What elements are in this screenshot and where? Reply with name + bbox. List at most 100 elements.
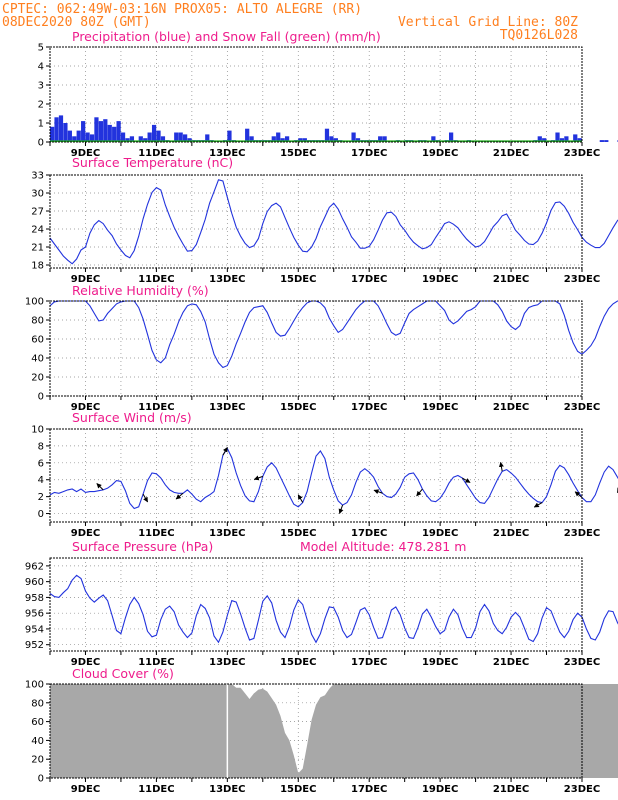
precipitation-bar: [355, 138, 361, 142]
temperature-title: Surface Temperature (nC): [72, 155, 233, 170]
precipitation-bar: [573, 134, 578, 142]
humidity-panel: Relative Humidity (%) 0 20 40 60 80 100 9DEC 1…: [25, 283, 618, 413]
x-tick-label: 11DEC: [138, 402, 174, 413]
precipitation-bar: [129, 136, 135, 142]
wind-arrow: [373, 489, 383, 495]
x-tick-label: 11DEC: [138, 148, 174, 159]
wind-arrow: [338, 504, 344, 514]
header-grid-line: Vertical Grid Line: 80Z: [398, 15, 578, 30]
x-tick-label: 23DEC: [564, 784, 600, 795]
y-tick-label: 40: [31, 354, 44, 365]
precipitation-bar: [116, 121, 121, 142]
precipitation-y-ticks: 0 1 2 3 4 5: [38, 43, 50, 149]
x-tick-label: 17DEC: [351, 402, 387, 413]
y-tick-label: 40: [31, 736, 44, 747]
precipitation-bar: [564, 136, 569, 142]
temperature-y-ticks: 18 21 24 27 30 33: [31, 171, 50, 272]
y-tick-label: 20: [31, 373, 44, 384]
precipitation-bar: [382, 136, 387, 142]
humidity-title: Relative Humidity (%): [72, 283, 209, 298]
precipitation-bar: [351, 132, 356, 142]
wind-arrow: [574, 491, 583, 498]
precipitation-bar: [431, 136, 436, 142]
model-altitude-label: Model Altitude: 478.281 m: [300, 539, 466, 554]
y-tick-label: 4: [38, 62, 44, 73]
x-tick-label: 11DEC: [138, 784, 174, 795]
y-tick-label: 24: [31, 225, 44, 236]
series-line: [49, 447, 618, 510]
wind-arrow: [498, 461, 504, 472]
wind-arrow: [462, 477, 471, 483]
precipitation-bar: [94, 117, 99, 142]
x-tick-label: 21DEC: [493, 274, 529, 285]
x-tick-label: 13DEC: [209, 148, 245, 159]
y-tick-label: 21: [31, 243, 44, 254]
wind-grid: [50, 428, 582, 522]
x-tick-label: 19DEC: [422, 274, 458, 285]
precipitation-bar: [183, 134, 188, 142]
precipitation-bar: [245, 128, 250, 142]
precipitation-bar: [284, 136, 290, 142]
precipitation-bar: [249, 136, 254, 142]
y-tick-label: 60: [31, 717, 44, 728]
header-station: CPTEC: 062:49W-03:16N PROX05: ALTO ALEGR…: [2, 2, 362, 17]
precipitation-bar: [542, 138, 547, 142]
precipitation-bar: [227, 130, 232, 142]
y-tick-label: 5: [38, 43, 44, 54]
precipitation-bar: [143, 138, 148, 142]
wind-frame: [49, 428, 583, 523]
precipitation-bar: [50, 126, 55, 142]
y-tick-label: 80: [31, 316, 44, 327]
x-tick-label: 9DEC: [71, 402, 100, 413]
wind-arrow: [96, 483, 104, 491]
wind-arrow: [175, 492, 184, 500]
y-tick-label: 6: [38, 458, 44, 469]
x-tick-label: 23DEC: [564, 657, 600, 668]
wind-arrow: [297, 494, 304, 503]
cloud-panel: Cloud Cover (%) 0 20 40 60 80 100 9DEC 11DEC 13…: [25, 666, 618, 795]
precipitation-title: Precipitation (blue) and Snow Fall (gree…: [72, 29, 381, 44]
pressure-marks: [49, 574, 618, 644]
x-tick-label: 15DEC: [280, 657, 316, 668]
series-line: [49, 300, 618, 369]
wind-arrow: [416, 488, 423, 497]
x-tick-label: 21DEC: [493, 657, 529, 668]
x-tick-label: 17DEC: [351, 274, 387, 285]
temperature-frame: [49, 174, 583, 269]
x-tick-label: 13DEC: [209, 657, 245, 668]
precipitation-bar: [604, 140, 609, 142]
y-tick-label: 30: [31, 189, 44, 200]
precipitation-bar: [298, 138, 303, 142]
humidity-marks: [49, 300, 618, 369]
wind-arrow: [142, 493, 149, 503]
cloud-x-ticks: 9DEC 11DEC 13DEC 15DEC 17DEC 19DEC 21DEC 23DEC: [49, 778, 600, 795]
precipitation-bar: [302, 138, 307, 142]
precipitation-bar: [156, 130, 161, 142]
x-tick-label: 21DEC: [493, 784, 529, 795]
precipitation-bar: [555, 132, 560, 142]
precipitation-bar: [103, 119, 108, 142]
humidity-frame: [49, 300, 583, 397]
precipitation-frame: [49, 46, 583, 143]
y-tick-label: 2: [38, 492, 44, 503]
x-tick-label: 9DEC: [71, 784, 100, 795]
precipitation-bar: [174, 132, 179, 142]
x-tick-label: 11DEC: [138, 657, 174, 668]
temperature-grid: [50, 174, 582, 268]
precipitation-bar: [577, 138, 582, 142]
precipitation-bar: [599, 140, 604, 142]
x-tick-label: 23DEC: [564, 148, 600, 159]
series-line: [49, 574, 618, 644]
humidity-grid: [50, 300, 582, 397]
x-tick-label: 19DEC: [422, 784, 458, 795]
precipitation-bar: [178, 132, 183, 142]
precipitation-bar: [537, 136, 542, 142]
wind-y-ticks: 0 2 4 6 8 10: [31, 425, 50, 520]
y-tick-label: 80: [31, 698, 44, 709]
pressure-panel: Surface Pressure (hPa) Model Altitude: 4…: [25, 539, 618, 668]
precipitation-bar: [98, 121, 103, 142]
precipitation-x-ticks: 9DEC 11DEC 13DEC 15DEC 17DEC 19DEC 21DEC 23DEC: [49, 142, 600, 159]
x-tick-label: 21DEC: [493, 528, 529, 539]
cloud-area: [50, 684, 618, 778]
x-tick-label: 13DEC: [209, 274, 245, 285]
